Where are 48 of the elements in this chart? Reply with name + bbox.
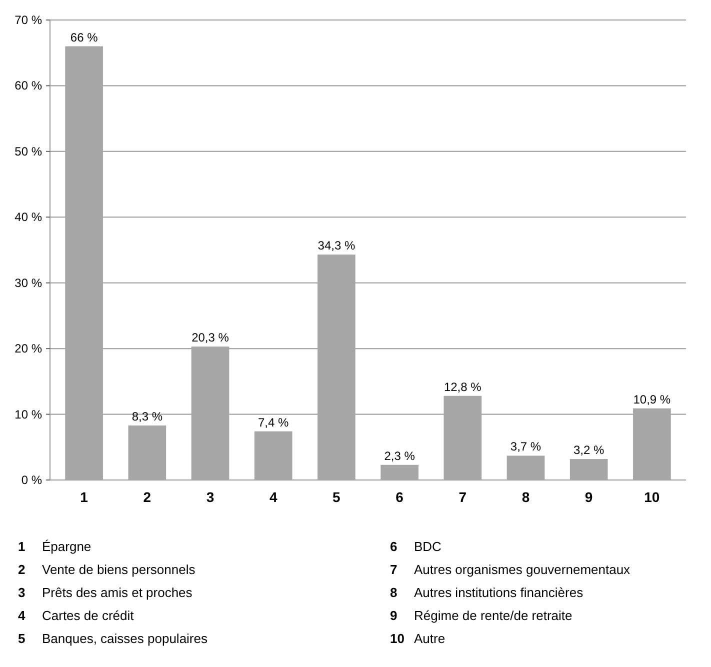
bar (506, 456, 545, 480)
bar (633, 408, 671, 480)
text: 5 Banques, caisses populaires (18, 631, 208, 646)
text: 3 Prêts des amis et proches (18, 585, 192, 600)
text: 8 Autres institutions financières (390, 585, 584, 600)
bar (191, 346, 230, 480)
text: 7 Autres organismes gouvernementaux (390, 562, 630, 577)
x-tick-label: 1 (80, 489, 88, 505)
x-tick-label: 4 (269, 489, 278, 505)
data-label: 3,7 % (510, 440, 542, 454)
data-label: 20,3 % (192, 330, 230, 345)
x-tick-label: 8 (522, 489, 530, 505)
y-tick-label: 70 % (14, 13, 42, 27)
data-label: 8,3 % (132, 409, 163, 424)
data-label: 7,4 % (258, 415, 290, 430)
y-tick-label: 50 % (14, 144, 42, 158)
x-tick-label: 5 (332, 489, 341, 505)
text: 4 Cartes de crédit (18, 608, 134, 623)
y-tick-label: 20 % (14, 342, 42, 356)
bar (380, 464, 418, 480)
data-label: 66 % (70, 30, 98, 44)
y-tick-label: 30 % (14, 276, 42, 290)
x-tick-label: 3 (206, 489, 214, 505)
y-tick-label: 40 % (14, 210, 42, 224)
data-label: 34,3 % (318, 238, 356, 253)
x-tick-label: 2 (143, 489, 152, 505)
x-tick-label: 7 (458, 489, 467, 505)
text: 10 Autre (390, 631, 446, 646)
y-tick-label: 10 % (14, 407, 42, 422)
text: 9 Régime de rente/de retraite (390, 608, 572, 623)
text: 2 Vente de biens personnels (18, 562, 196, 577)
x-tick-label: 10 (644, 489, 660, 505)
y-tick-label: 0 % (21, 473, 42, 487)
bar (128, 425, 166, 480)
y-tick-label: 60 % (14, 78, 42, 93)
bar (254, 431, 292, 480)
bar (318, 254, 356, 480)
bar (570, 458, 608, 480)
text: 1 Épargne (18, 539, 92, 554)
data-label: 10,9 % (633, 392, 671, 406)
data-label: 12,8 % (444, 380, 482, 394)
x-tick-label: 9 (584, 489, 593, 505)
data-label: 2,3 % (384, 448, 416, 463)
text: 6 BDC (390, 539, 442, 554)
bar (444, 396, 482, 480)
data-label: 3,2 % (573, 442, 605, 457)
bar (65, 46, 103, 480)
x-tick-label: 6 (396, 489, 404, 505)
